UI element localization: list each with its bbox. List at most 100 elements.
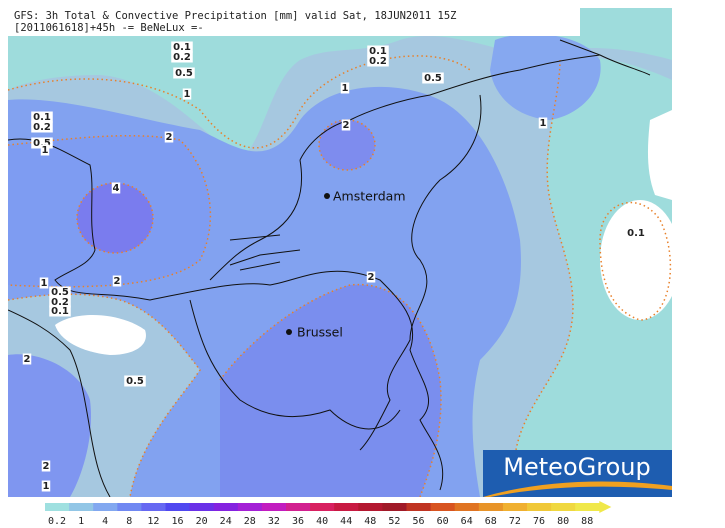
colorbar-swatch — [406, 503, 432, 511]
contour-label-bg — [422, 72, 444, 84]
colorbar-label: 20 — [196, 516, 208, 527]
contour-label-bg — [538, 117, 548, 129]
contour-label: 0.1 — [33, 112, 51, 123]
colorbar-label: 12 — [147, 516, 159, 527]
contour-label: 0.1 — [173, 42, 191, 53]
contour-label: 2 — [343, 120, 350, 131]
colorbar-label: 48 — [364, 516, 376, 527]
colorbar-label: 1 — [78, 516, 84, 527]
colorbar-label: 32 — [268, 516, 280, 527]
colorbar-swatch — [527, 503, 552, 511]
contour-label: 1 — [342, 83, 349, 94]
logo-text: MeteoGroup — [503, 453, 650, 481]
colorbar-label: 4 — [102, 516, 108, 527]
colorbar-swatch — [141, 503, 166, 511]
logo: MeteoGroup — [483, 450, 672, 497]
colorbar-swatch — [93, 503, 118, 511]
contour-labels: 0.10.20.510.10.20.511220.10.20.514210.50… — [22, 41, 647, 492]
colorbar-swatch — [551, 503, 576, 511]
city-dot — [324, 193, 330, 199]
colorbar: 0.2 1 4 8 12 16 20 24 28 32 36 40 44 48 52 56 60 64 68 72 76… — [45, 501, 612, 527]
contour-label: 1 — [540, 118, 547, 129]
header-run: [2011061618]+45h -= BeNeLux =- — [14, 22, 204, 34]
colorbar-label: 76 — [533, 516, 545, 527]
contour-label-bg — [124, 375, 146, 387]
contour-label: 2 — [166, 132, 173, 143]
colorbar-label: 68 — [485, 516, 497, 527]
colorbar-label: 88 — [581, 516, 593, 527]
contour-label: 0.5 — [175, 68, 193, 79]
colorbar-label: 8 — [126, 516, 132, 527]
city-name: Amsterdam — [333, 189, 406, 204]
colorbar-swatch — [502, 503, 528, 511]
header-title: GFS: 3h Total & Convective Precipitation… — [14, 10, 457, 22]
colorbar-swatch — [69, 503, 94, 511]
contour-label-bg — [31, 137, 53, 149]
contour-label-bg — [173, 67, 195, 79]
contour-label-bg — [39, 277, 49, 289]
contour-label: 2 — [114, 276, 121, 287]
colorbar-arrow — [599, 501, 612, 513]
contour-label: 1 — [184, 89, 191, 100]
contour-label: 1 — [42, 145, 49, 156]
contour-label: 1 — [41, 278, 48, 289]
colorbar-swatch — [358, 503, 383, 511]
contour-label: 2 — [43, 461, 50, 472]
colorbar-swatch — [213, 503, 239, 511]
colorbar-swatch — [382, 503, 407, 511]
contour-label-bg — [367, 55, 389, 67]
contour-label-bg — [340, 82, 350, 94]
colorbar-label: 24 — [220, 516, 232, 527]
colorbar-swatch — [237, 503, 263, 511]
contour-label: 4 — [113, 183, 120, 194]
contour-label-bg — [182, 88, 192, 100]
contour-label: 0.5 — [33, 138, 51, 149]
city-dot — [286, 329, 292, 335]
colorbar-label: 52 — [388, 516, 400, 527]
colorbar-label: 64 — [461, 516, 473, 527]
contour-label-bg — [41, 460, 51, 472]
colorbar-label: 40 — [316, 516, 328, 527]
contour-label: 1 — [43, 481, 50, 492]
contour-label-bg — [49, 296, 71, 308]
colorbar-label: 80 — [557, 516, 569, 527]
colorbar-label: 72 — [509, 516, 521, 527]
contour-label-bg — [341, 119, 351, 131]
colorbar-swatch — [117, 503, 142, 511]
contour-label-bg — [41, 480, 51, 492]
contour-label: 0.1 — [51, 306, 69, 317]
contour-label-bg — [31, 111, 53, 123]
colorbar-swatch — [454, 503, 480, 511]
colorbar-label: 44 — [340, 516, 352, 527]
colorbar-swatch — [189, 503, 215, 511]
header-box — [8, 8, 580, 36]
contour-label-bg — [40, 144, 50, 156]
contour-label: 0.5 — [126, 376, 144, 387]
contour-label: 0.5 — [424, 73, 442, 84]
contour-label: 0.2 — [33, 122, 51, 133]
contour-label: 0.5 — [51, 287, 69, 298]
colorbar-swatch — [261, 503, 287, 511]
contour-label-bg — [31, 121, 53, 133]
contour-label-bg — [366, 271, 376, 283]
colorbar-swatch — [286, 503, 311, 511]
colorbar-swatch — [430, 503, 456, 511]
contour-label-bg — [171, 51, 193, 63]
colorbar-label: 28 — [244, 516, 256, 527]
contour-label-bg — [367, 45, 389, 57]
city-name: Brussel — [297, 325, 343, 340]
contour-label: 0.1 — [369, 46, 387, 57]
colorbar-label: 60 — [437, 516, 449, 527]
contour-label-bg — [49, 286, 71, 298]
colorbar-swatch — [165, 503, 191, 511]
colorbar-label: 56 — [412, 516, 424, 527]
colorbar-swatch — [45, 503, 70, 511]
contour-label-bg — [49, 305, 71, 317]
contour-label-bg — [171, 41, 193, 53]
contour-label: 2 — [24, 354, 31, 365]
contour-label-bg — [625, 227, 647, 239]
colorbar-label: 0.2 — [48, 516, 66, 527]
contour-label: 0.2 — [173, 52, 191, 63]
precip-field — [8, 8, 672, 497]
